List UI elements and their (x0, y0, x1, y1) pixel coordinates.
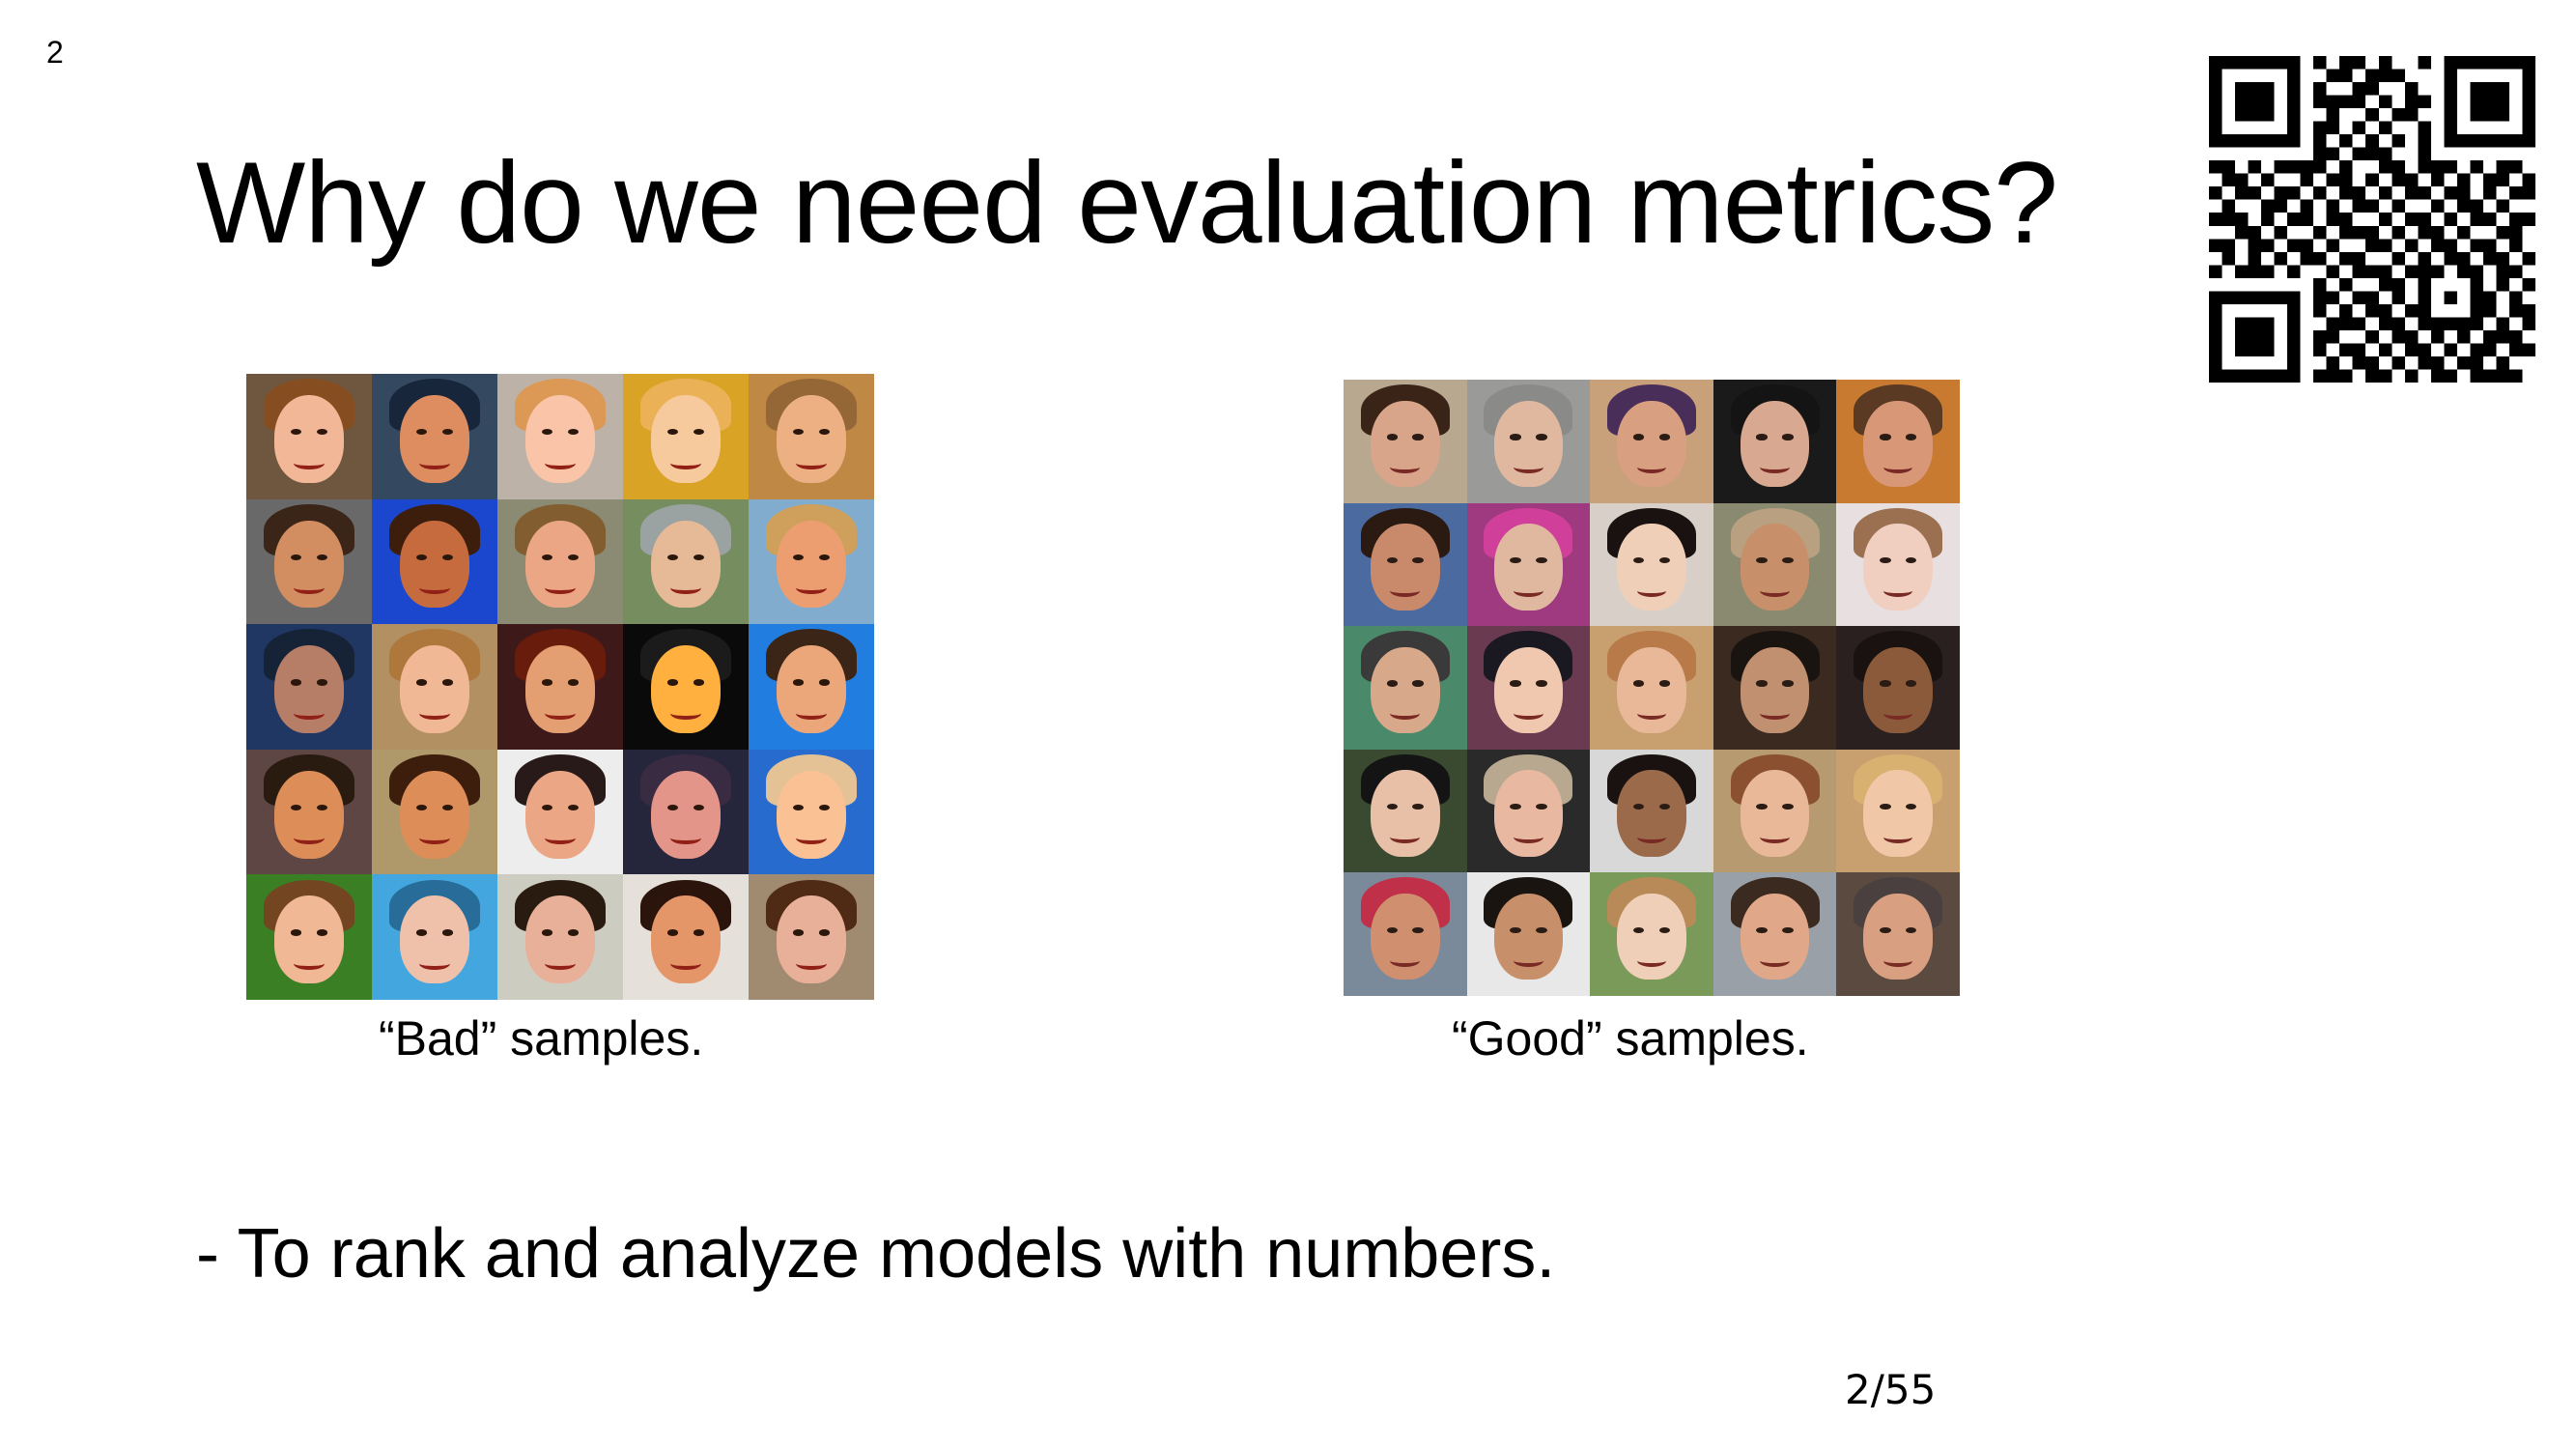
good-sample-face (1836, 749, 1960, 873)
bad-sample-face (372, 624, 497, 750)
bad-sample-face (749, 874, 874, 1000)
bad-samples-grid (246, 374, 874, 1000)
bad-sample-face (246, 624, 372, 750)
good-sample-face (1466, 626, 1591, 750)
bad-sample-face (497, 498, 623, 625)
bad-sample-face (749, 498, 874, 625)
bad-sample-face (749, 749, 874, 875)
bad-sample-face (246, 874, 372, 1000)
bullet-point: - To rank and analyze models with number… (196, 1215, 1556, 1293)
good-sample-face (1466, 872, 1591, 996)
bad-sample-face (497, 874, 623, 1000)
good-samples-grid (1344, 380, 1960, 996)
good-sample-face (1590, 626, 1713, 750)
bad-sample-face (497, 624, 623, 750)
good-sample-face (1836, 872, 1960, 996)
good-sample-face (1836, 502, 1960, 627)
good-sample-face (1713, 626, 1837, 750)
slide-corner-number: 2 (46, 35, 64, 70)
good-sample-face (1713, 749, 1837, 873)
bad-sample-face (372, 749, 497, 875)
good-sample-face (1590, 749, 1713, 873)
bad-sample-face (372, 874, 497, 1000)
bad-sample-face (749, 624, 874, 750)
good-samples-caption: “Good” samples. (1452, 1011, 1809, 1065)
good-sample-face (1466, 749, 1591, 873)
good-sample-face (1466, 380, 1591, 503)
bad-sample-face (372, 498, 497, 625)
bad-sample-face (372, 374, 497, 499)
good-sample-face (1344, 872, 1467, 996)
bad-sample-face (497, 374, 623, 499)
good-sample-face (1590, 872, 1713, 996)
bad-sample-face (623, 874, 749, 1000)
bad-sample-face (623, 624, 749, 750)
bad-sample-face (246, 749, 372, 875)
bad-sample-face (623, 374, 749, 499)
good-sample-face (1836, 380, 1960, 503)
qr-code-icon (2209, 56, 2535, 383)
bad-sample-face (497, 749, 623, 875)
bad-sample-face (246, 374, 372, 499)
bad-samples-caption: “Bad” samples. (379, 1011, 704, 1065)
good-sample-face (1713, 380, 1837, 503)
page-number: 2/55 (1845, 1366, 1937, 1413)
good-sample-face (1466, 502, 1591, 627)
bad-sample-face (623, 749, 749, 875)
slide-title: Why do we need evaluation metrics? (196, 138, 2058, 268)
good-sample-face (1344, 380, 1467, 503)
good-sample-face (1713, 502, 1837, 627)
good-sample-face (1344, 749, 1467, 873)
good-sample-face (1590, 380, 1713, 503)
bad-sample-face (246, 498, 372, 625)
good-sample-face (1590, 502, 1713, 627)
good-sample-face (1713, 872, 1837, 996)
bad-sample-face (623, 498, 749, 625)
good-sample-face (1836, 626, 1960, 750)
good-sample-face (1344, 502, 1467, 627)
good-sample-face (1344, 626, 1467, 750)
bad-sample-face (749, 374, 874, 499)
